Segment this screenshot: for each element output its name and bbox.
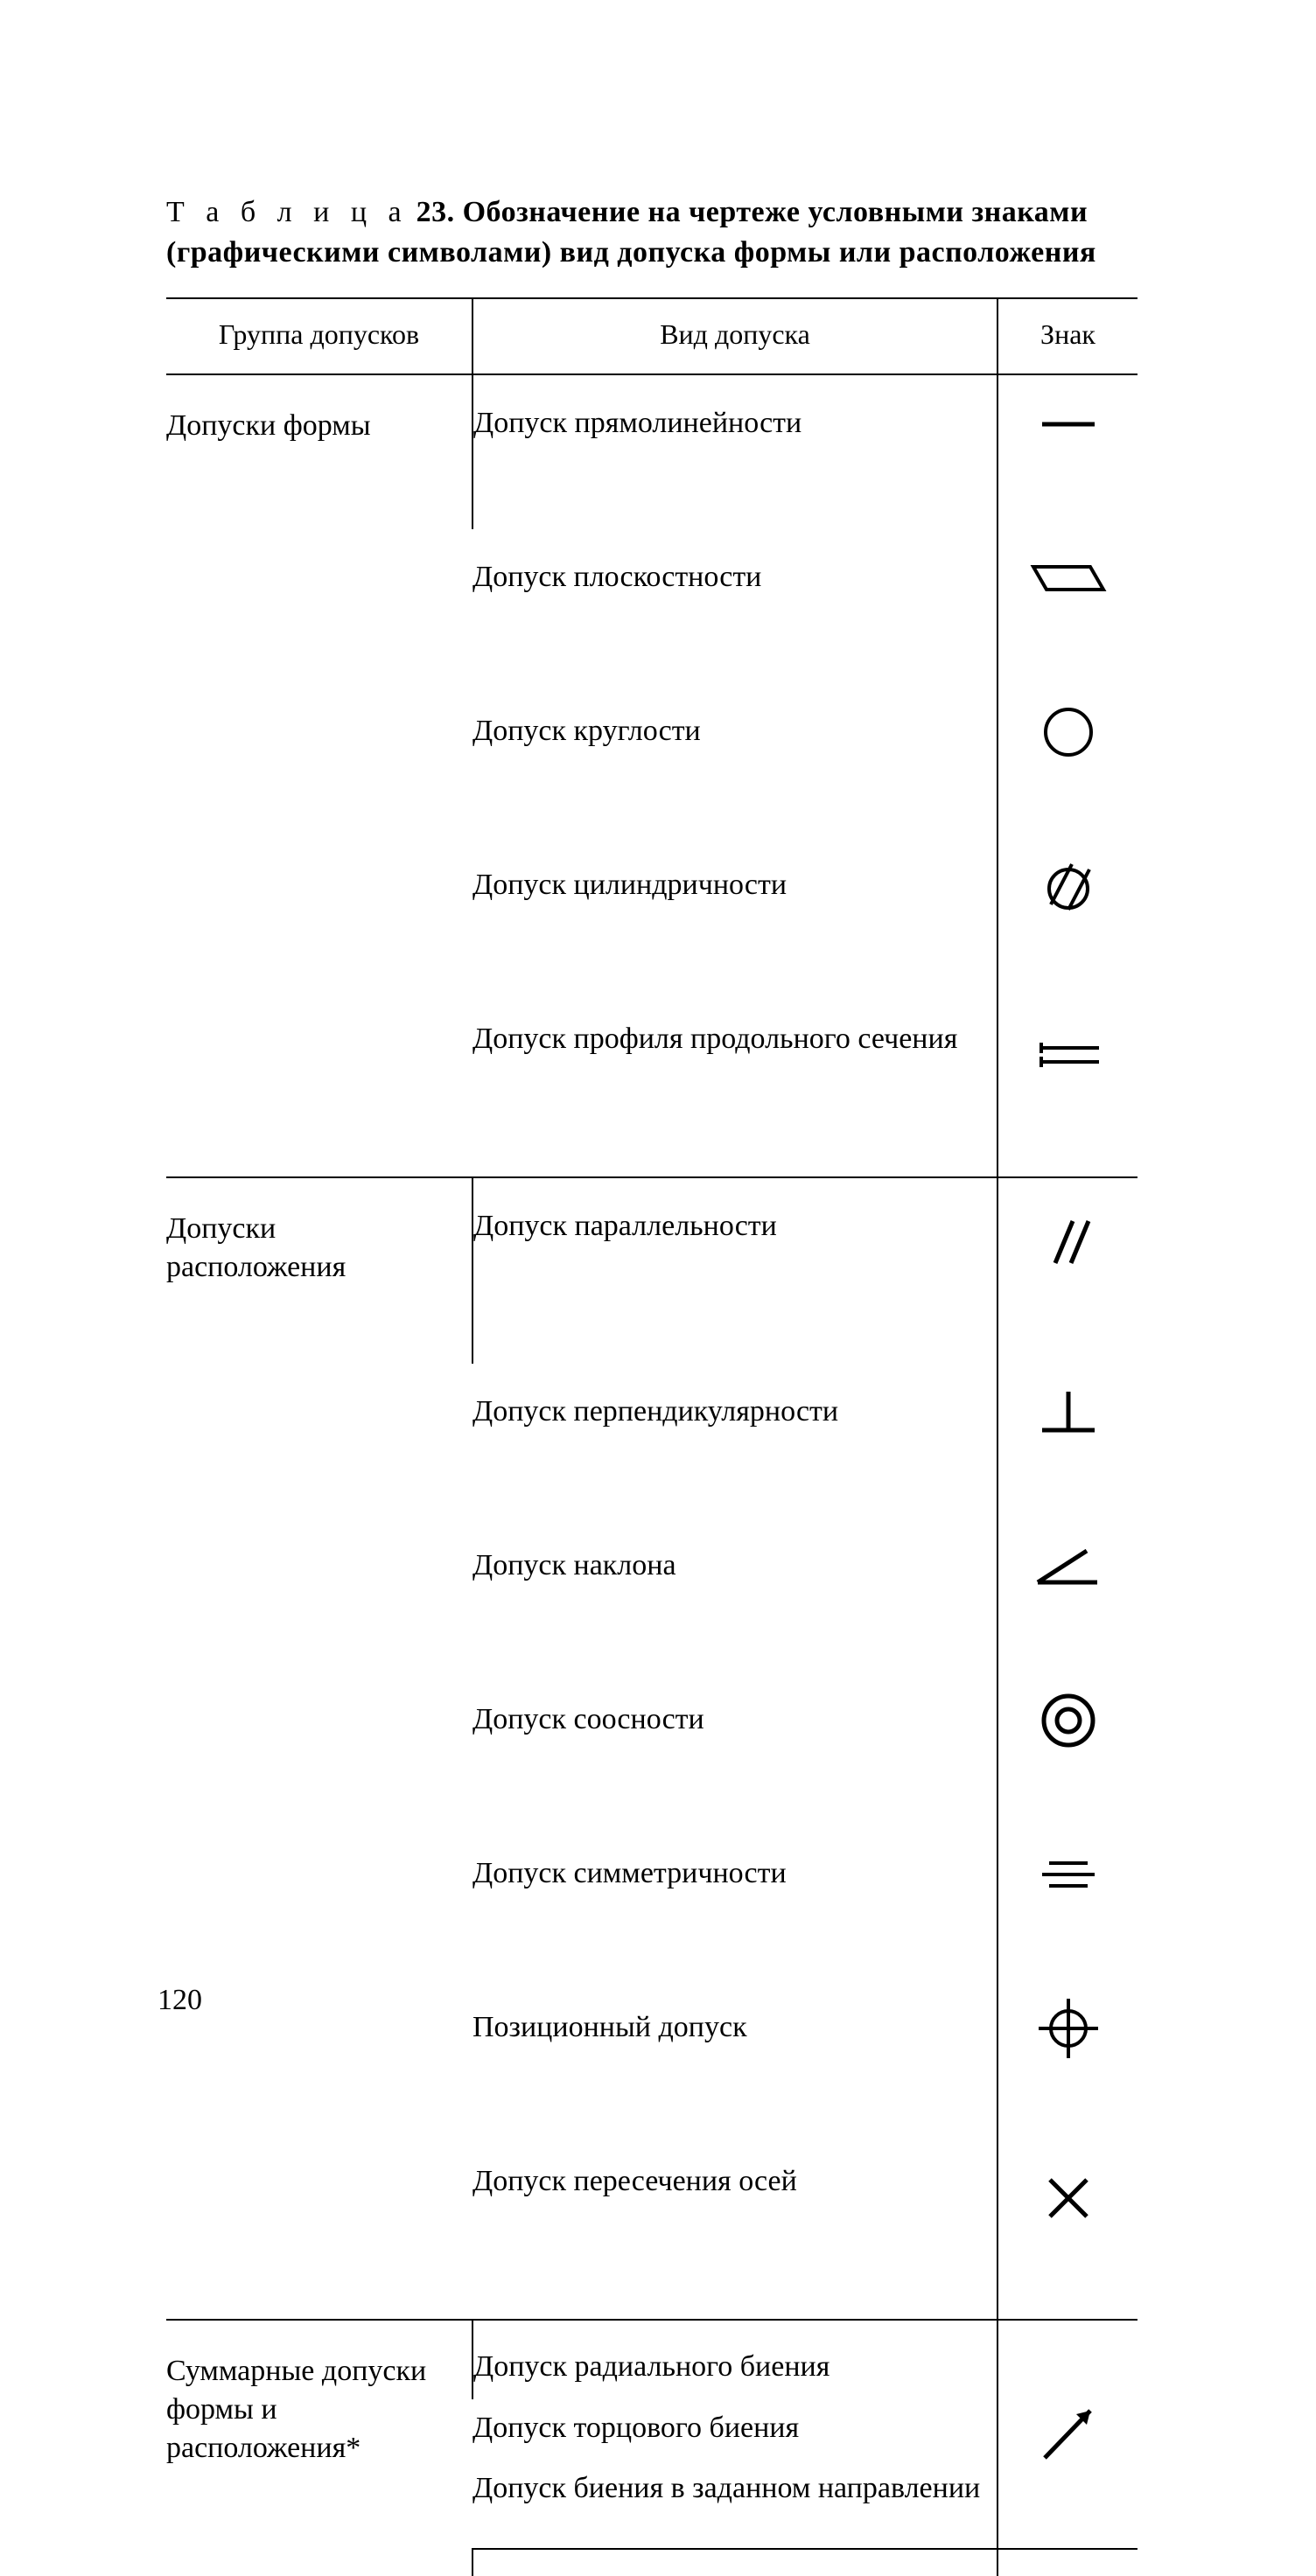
group-label: Допуски расположения [166, 1178, 472, 1318]
symmetry-icon [998, 1826, 1138, 1923]
flatness-icon [998, 529, 1138, 627]
perpendicularity-icon [998, 1364, 1138, 1462]
group-label: Суммарные допуски формы и расположения* [166, 2321, 472, 2500]
angularity-icon [998, 1518, 1138, 1616]
straightness-icon [998, 375, 1138, 473]
type-label: Позиционный допуск [472, 1979, 997, 2133]
table-row: Допуски расположения Допуск параллельнос… [166, 1177, 1138, 1364]
header-type: Вид допуска [472, 298, 998, 374]
header-sign: Знак [998, 298, 1138, 374]
table-caption: Т а б л и ц а 23. Обозначение на чертеже… [166, 192, 1138, 273]
header-group: Группа допусков [166, 298, 472, 374]
caption-number: 23. [416, 196, 455, 228]
type-label: Допуск симметричности [472, 1826, 997, 1979]
table-header-row: Группа допусков Вид допуска Знак [166, 298, 1138, 374]
type-label: Допуск торцового биения [472, 2399, 997, 2457]
cylindricity-icon [998, 837, 1138, 935]
type-label: Допуск параллельности [473, 1178, 997, 1364]
caption-line2: (графическими символами) вид допуска фор… [166, 236, 1096, 269]
type-label: Допуск радиального биения [473, 2321, 997, 2396]
caption-prefix: Т а б л и ц а [166, 196, 409, 228]
type-label: Допуск круглости [472, 683, 997, 837]
caption-line1: Обозначение на чертеже условными знаками [463, 196, 1088, 228]
type-label: Допуск биения в заданном направлении [472, 2460, 997, 2544]
tolerance-table: Группа допусков Вид допуска Знак Допуски… [166, 297, 1138, 2576]
axes-intersection-icon [998, 2133, 1138, 2263]
page-number: 120 [158, 1984, 202, 2017]
type-label: Допуск профиля продольного сечения [472, 991, 997, 1176]
type-label: Допуск прямолинейности [473, 375, 997, 529]
table-row: Суммарные допуски формы и расположения* … [166, 2320, 1138, 2399]
parallelism-icon [998, 1178, 1138, 1308]
roundness-icon [998, 683, 1138, 781]
table-row: Допуски формы Допуск прямолинейности [166, 374, 1138, 529]
table-bottom-rule [166, 2549, 1138, 2576]
type-label: Допуск цилиндричности [472, 837, 997, 991]
group-label: Допуски формы [166, 375, 472, 477]
position-icon [998, 1979, 1138, 2077]
runout-icon [998, 2321, 1138, 2548]
concentricity-icon [998, 1672, 1138, 1770]
type-label: Допуск соосности [472, 1672, 997, 1826]
type-label: Допуск пересечения осей [472, 2133, 997, 2319]
type-label: Допуск наклона [472, 1518, 997, 1672]
longitudinal-profile-icon [998, 991, 1138, 1120]
type-label: Допуск перпендикулярности [472, 1364, 997, 1518]
type-label: Допуск плоскостности [472, 529, 997, 683]
